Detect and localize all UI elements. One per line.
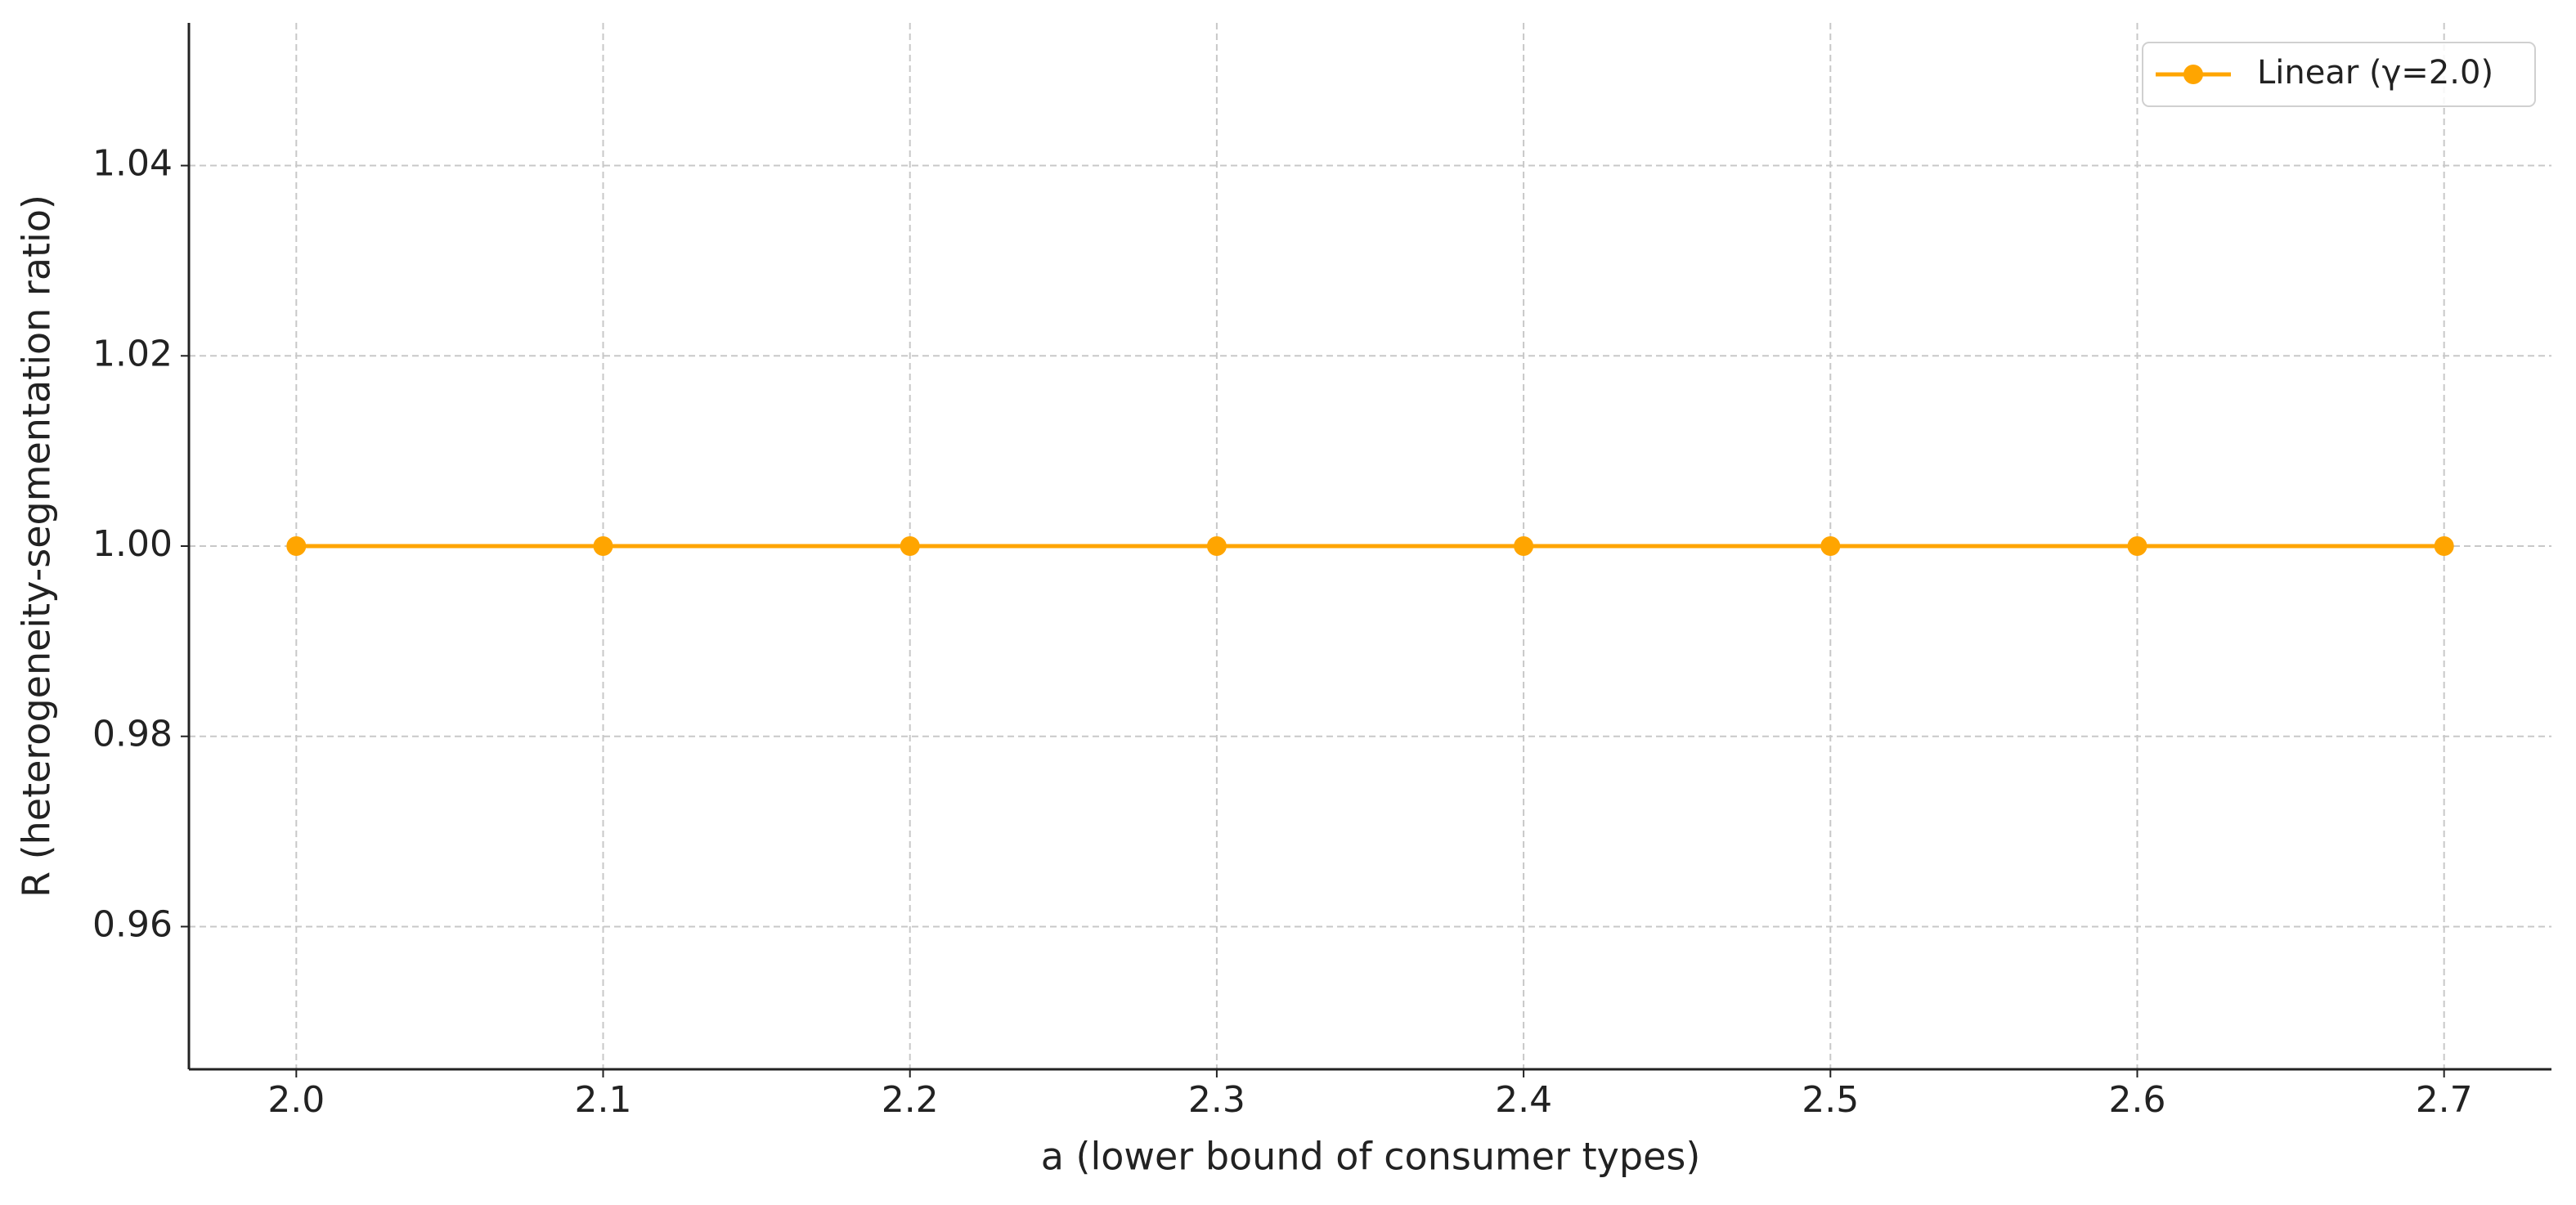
y-tick-label: 1.00 (92, 523, 173, 565)
y-tick-label: 0.98 (92, 714, 173, 755)
x-tick-label: 2.7 (2416, 1079, 2473, 1121)
data-point (1206, 536, 1227, 556)
y-axis-label: R (heterogeneity-segmentation ratio) (15, 195, 59, 898)
x-tick-label: 2.6 (2108, 1079, 2165, 1121)
data-point (1514, 536, 1534, 556)
data-point (900, 536, 920, 556)
x-tick-label: 2.1 (575, 1079, 632, 1121)
data-point (2127, 536, 2147, 556)
data-point (2434, 536, 2454, 556)
legend-box (2142, 42, 2536, 107)
x-tick-label: 2.5 (1802, 1079, 1859, 1121)
x-tick-label: 2.0 (267, 1079, 325, 1121)
data-point (286, 536, 307, 556)
x-axis-label: a (lower bound of consumer types) (1041, 1135, 1701, 1179)
legend-label: Linear (γ=2.0) (2257, 54, 2493, 92)
legend: Linear (γ=2.0) (2142, 42, 2536, 107)
x-tick-label: 2.2 (882, 1079, 939, 1121)
data-point (1820, 536, 1841, 556)
x-tick-label: 2.3 (1188, 1079, 1245, 1121)
y-tick-label: 0.96 (92, 903, 173, 945)
x-tick-label: 2.4 (1495, 1079, 1552, 1121)
legend-marker (2183, 65, 2203, 84)
y-tick-label: 1.02 (92, 333, 173, 374)
y-tick-label: 1.04 (92, 143, 173, 185)
data-point (593, 536, 613, 556)
